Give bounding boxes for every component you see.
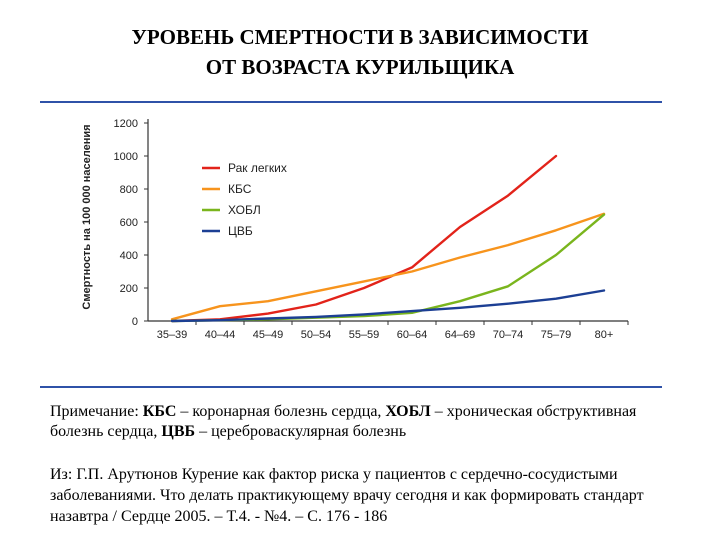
note-term-kbs: КБС <box>142 403 177 420</box>
y-tick-label: 400 <box>120 250 138 262</box>
note-term-hobl: ХОБЛ <box>385 403 431 420</box>
y-tick-label: 0 <box>132 316 138 328</box>
slide-title-line1: УРОВЕНЬ СМЕРТНОСТИ В ЗАВИСИМОСТИ <box>131 25 589 49</box>
x-tick-label: 64–69 <box>445 329 476 341</box>
note-prefix: Примечание: <box>50 403 143 420</box>
x-tick-label: 70–74 <box>493 329 524 341</box>
x-tick-label: 60–64 <box>397 329 428 341</box>
y-tick-label: 600 <box>120 217 138 229</box>
note-term-cvb: ЦВБ <box>161 423 196 440</box>
x-tick-label: 35–39 <box>157 329 188 341</box>
slide-title: УРОВЕНЬ СМЕРТНОСТИ В ЗАВИСИМОСТИ ОТ ВОЗР… <box>0 22 720 82</box>
note-def-hobl: – хроническая обструктивная болезнь серд… <box>50 403 637 440</box>
note-def-cvb: – цереброваскулярная болезнь <box>195 423 407 440</box>
series-line-3 <box>170 289 606 323</box>
slide-title-line2: ОТ ВОЗРАСТА КУРИЛЬЩИКА <box>205 55 515 79</box>
series-line-1 <box>170 212 606 321</box>
x-tick-label: 50–54 <box>301 329 332 341</box>
mortality-line-chart: Смертность на 100 000 населения 0 200 400 6… <box>81 118 629 341</box>
x-tick-label: 75–79 <box>541 329 572 341</box>
chart-frame: Смертность на 100 000 населения 0 200 400 6… <box>40 101 662 388</box>
x-tick-label: 45–49 <box>253 329 284 341</box>
y-tick-label: 1200 <box>114 118 138 130</box>
y-tick-label: 800 <box>120 184 138 196</box>
legend-label-1: КБС <box>228 182 252 196</box>
legend-label-0: Рак легких <box>228 161 287 175</box>
series-line-0 <box>170 154 558 323</box>
y-tick-label: 1000 <box>114 151 138 163</box>
x-tick-label: 40–44 <box>205 329 236 341</box>
note-def-kbs: – коронарная болезнь сердца, <box>176 403 386 420</box>
x-tick-label: 55–59 <box>349 329 380 341</box>
source-citation: Из: Г.П. Арутюнов Курение как фактор рис… <box>50 466 644 525</box>
legend-label-2: ХОБЛ <box>228 203 261 217</box>
legend-label-3: ЦВБ <box>228 224 253 238</box>
y-axis-label: Смертность на 100 000 населения <box>81 124 93 309</box>
y-tick-label: 200 <box>120 283 138 295</box>
x-tick-label: 80+ <box>595 329 614 341</box>
chart-note: Примечание: КБС – коронарная болезнь сер… <box>50 402 690 442</box>
